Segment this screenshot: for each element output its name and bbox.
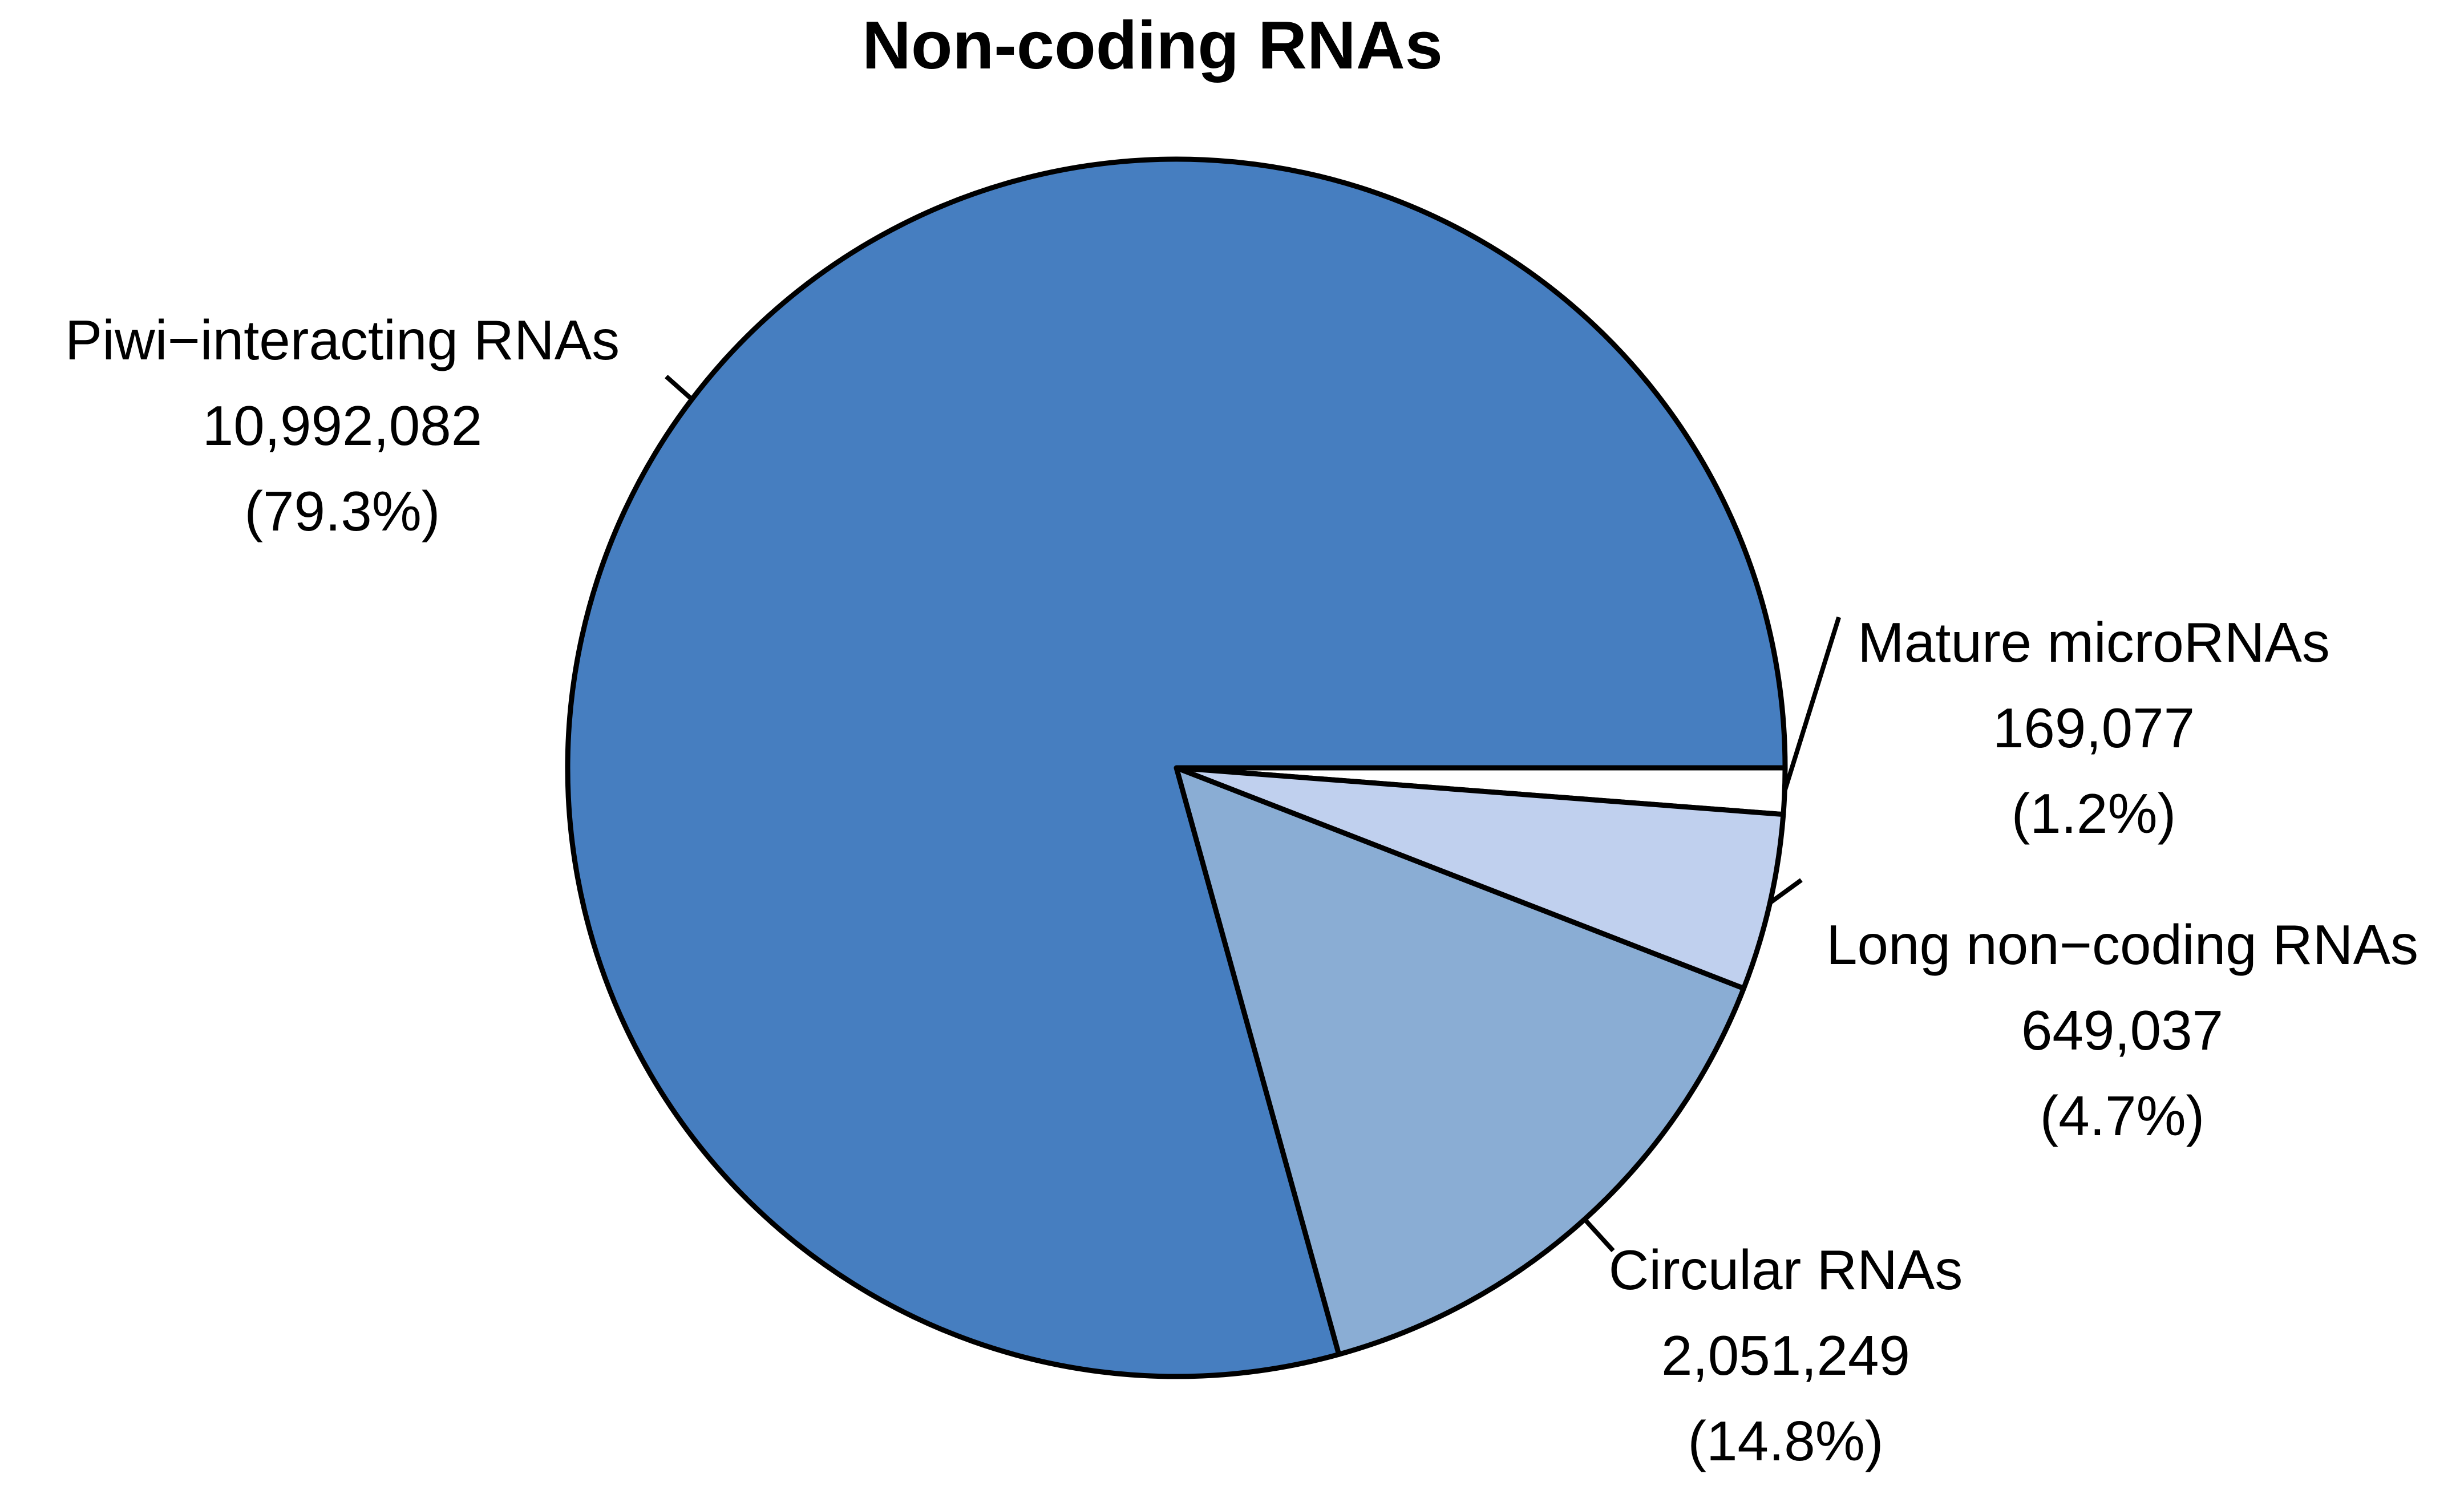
leader-line-0	[1782, 616, 1842, 792]
slice-label-name-2: Circular RNAs	[1609, 1238, 1963, 1301]
pie-slice-2	[1174, 765, 1746, 1357]
chart-title: Non-coding RNAs	[862, 7, 1443, 83]
leader-line-3	[665, 375, 694, 401]
leader-line-2	[1583, 1217, 1615, 1253]
slice-label-value-1: 649,037	[2021, 999, 2223, 1062]
slice-label-name-1: Long non−coding RNAs	[1826, 913, 2418, 976]
slice-label-name-0: Mature microRNAs	[1858, 611, 2330, 674]
leader-line-1	[1769, 878, 1803, 905]
slice-label-name-3: Piwi−interacting RNAs	[65, 309, 620, 371]
slice-label-percent-1: (4.7%)	[2040, 1084, 2205, 1147]
slice-label-percent-2: (14.8%)	[1688, 1410, 1883, 1472]
slice-label-value-2: 2,051,249	[1661, 1324, 1910, 1387]
slice-label-value-0: 169,077	[1993, 697, 2195, 759]
slice-label-percent-3: (79.3%)	[244, 480, 440, 542]
slice-label-percent-0: (1.2%)	[2012, 782, 2176, 845]
slice-label-value-3: 10,992,082	[203, 394, 482, 457]
